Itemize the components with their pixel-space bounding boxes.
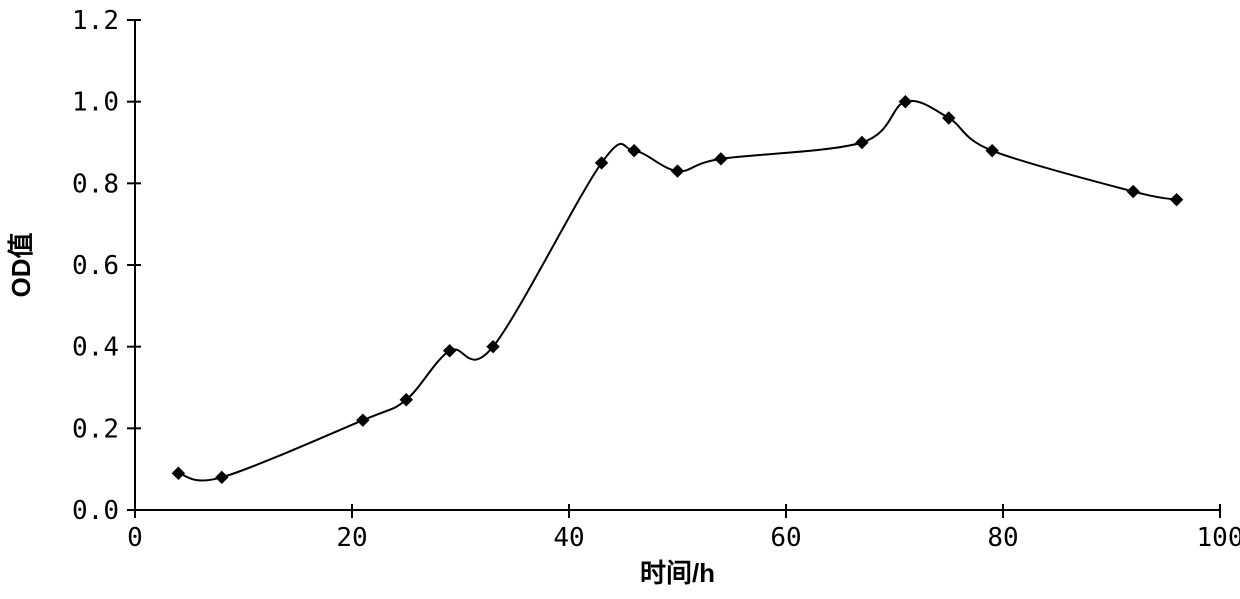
data-marker <box>899 96 911 108</box>
y-tick-label: 1.0 <box>72 88 119 118</box>
y-tick-label: 0.0 <box>72 496 119 526</box>
x-tick-label: 40 <box>553 523 584 553</box>
data-marker <box>715 153 727 165</box>
x-axis-label: 时间/h <box>640 558 715 588</box>
x-tick-label: 20 <box>336 523 367 553</box>
x-tick-label: 80 <box>987 523 1018 553</box>
y-tick-label: 0.6 <box>72 251 119 281</box>
data-marker <box>986 145 998 157</box>
data-marker <box>1127 186 1139 198</box>
data-marker <box>856 137 868 149</box>
x-tick-label: 60 <box>770 523 801 553</box>
series-line <box>178 101 1176 481</box>
chart-svg: 0 20 40 60 80 100 0.0 0.2 0.4 0.6 0.8 1.0 1.2 时间/h OD值 <box>0 0 1240 599</box>
data-marker <box>672 165 684 177</box>
data-marker <box>172 467 184 479</box>
growth-curve-chart: 0 20 40 60 80 100 0.0 0.2 0.4 0.6 0.8 1.0 1.2 时间/h OD值 <box>0 0 1240 599</box>
y-axis-label: OD值 <box>6 232 36 297</box>
x-tick-label: 100 <box>1197 523 1240 553</box>
y-tick-label: 1.2 <box>72 6 119 36</box>
y-tick-label: 0.2 <box>72 414 119 444</box>
data-marker <box>1171 194 1183 206</box>
data-marker <box>357 414 369 426</box>
x-tick-label: 0 <box>127 523 143 553</box>
data-marker <box>628 145 640 157</box>
y-tick-label: 0.4 <box>72 333 119 363</box>
y-tick-label: 0.8 <box>72 169 119 199</box>
data-marker <box>216 471 228 483</box>
